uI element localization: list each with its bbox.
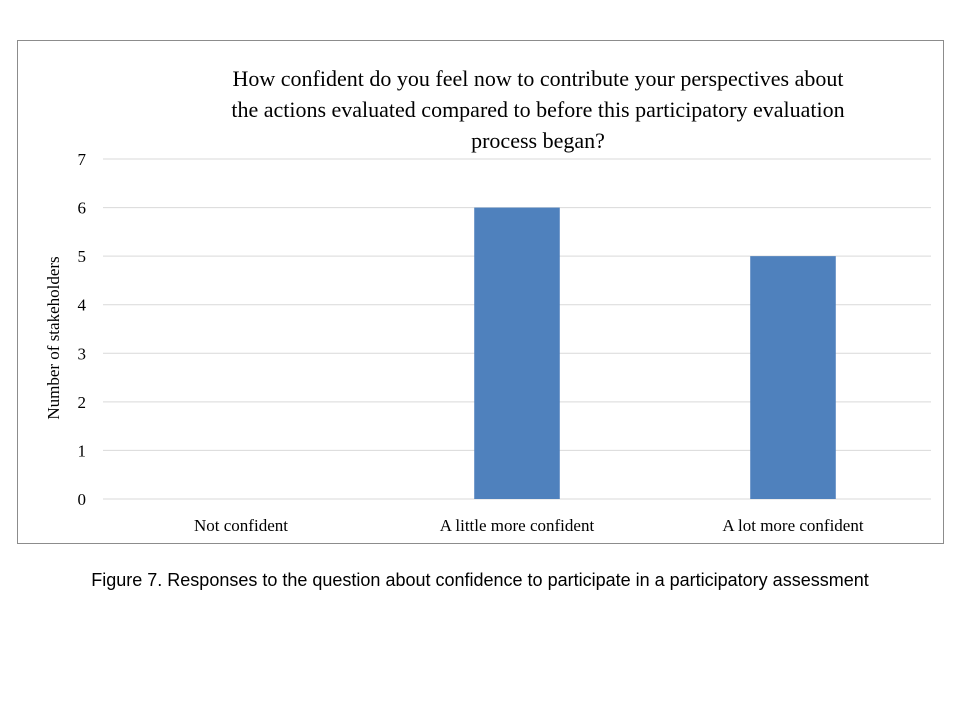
chart-frame: How confident do you feel now to contrib… — [17, 40, 944, 544]
x-axis-ticks: Not confident A little more confident A lo… — [194, 516, 864, 535]
y-tick-label: 1 — [78, 441, 87, 460]
y-axis-ticks: 0 1 2 3 4 5 6 7 — [78, 150, 87, 509]
x-tick-label: A lot more confident — [722, 516, 863, 535]
bar-a-little-more-confident — [474, 207, 560, 500]
y-tick-label: 3 — [78, 344, 87, 363]
bars — [474, 207, 836, 500]
y-tick-label: 5 — [78, 247, 87, 266]
y-tick-label: 6 — [78, 199, 87, 218]
figure-caption: Figure 7. Responses to the question abou… — [91, 570, 869, 590]
bar-chart: 0 1 2 3 4 5 6 7 Not confident A little more conf… — [78, 150, 931, 535]
y-tick-label: 4 — [78, 296, 87, 315]
y-tick-label: 0 — [78, 490, 87, 509]
chart-title: How confident do you feel now to contrib… — [231, 66, 845, 153]
x-tick-label: Not confident — [194, 516, 288, 535]
bar-a-lot-more-confident — [750, 256, 836, 499]
x-tick-label: A little more confident — [440, 516, 595, 535]
y-tick-label: 2 — [78, 393, 87, 412]
y-tick-label: 7 — [78, 150, 87, 169]
